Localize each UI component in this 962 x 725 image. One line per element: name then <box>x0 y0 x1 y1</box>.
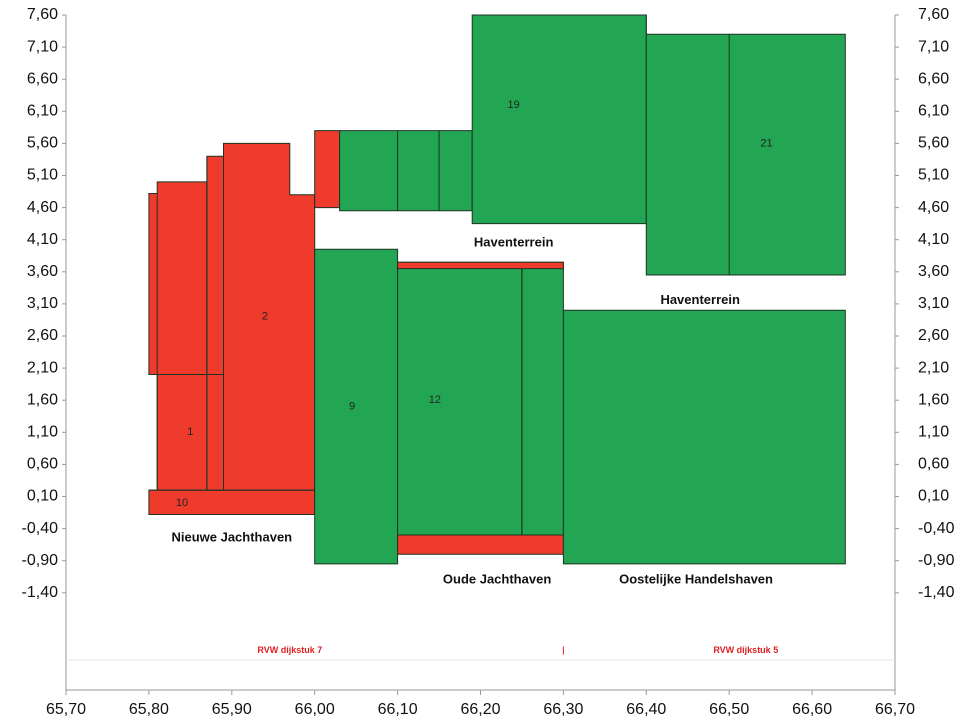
zone-12-right <box>521 261 564 536</box>
y-tick-label-right-12: 1,60 <box>918 391 949 408</box>
dijkstuk-label-1: RVW dijkstuk 5 <box>713 645 778 655</box>
y-tick-label-right-6: 4,60 <box>918 199 949 216</box>
y-tick-label-left-7: 4,10 <box>27 231 58 248</box>
x-tick-label-10: 66,70 <box>875 701 915 718</box>
zone-number-12: 12 <box>429 394 441 406</box>
zone-21 <box>645 33 846 276</box>
zone-number-9: 9 <box>349 401 355 413</box>
zone-number-19: 19 <box>508 99 520 111</box>
y-tick-label-left-5: 5,10 <box>27 167 58 184</box>
zone-12-bottom-red <box>397 534 564 555</box>
y-tick-label-right-10: 2,60 <box>918 327 949 344</box>
y-tick-label-left-3: 6,10 <box>27 103 58 120</box>
zone-top-red <box>314 130 341 209</box>
y-tick-label-right-3: 6,10 <box>918 103 949 120</box>
y-tick-label-right-8: 3,60 <box>918 263 949 280</box>
x-tick-label-4: 66,10 <box>378 701 418 718</box>
y-tick-label-left-6: 4,60 <box>27 199 58 216</box>
y-tick-label-left-8: 3,60 <box>27 263 58 280</box>
zone-2 <box>223 142 316 491</box>
zones-layer <box>148 14 846 565</box>
y-tick-label-left-13: 1,10 <box>27 424 58 441</box>
zone-number-10: 10 <box>176 497 188 509</box>
x-tick-label-5: 66,20 <box>460 701 500 718</box>
area-label-4: Oostelijke Handelshaven <box>619 571 773 586</box>
zone-upper-strip <box>339 130 473 212</box>
zone-9 <box>314 248 399 565</box>
y-tick-label-left-0: 7,60 <box>27 6 58 23</box>
area-label-2: Haventerrein <box>660 292 740 307</box>
y-tick-label-left-9: 3,10 <box>27 295 58 312</box>
y-tick-label-left-14: 0,60 <box>27 456 58 473</box>
y-tick-label-right-7: 4,10 <box>918 231 949 248</box>
y-tick-label-right-2: 6,60 <box>918 70 949 87</box>
y-tick-label-left-18: -1,40 <box>22 584 59 601</box>
zone-19 <box>471 14 647 225</box>
dividers-layer <box>148 15 730 536</box>
zone-number-1: 1 <box>187 426 193 438</box>
y-tick-label-left-4: 5,60 <box>27 135 58 152</box>
zone-number-21: 21 <box>760 137 772 149</box>
y-tick-label-right-4: 5,60 <box>918 135 949 152</box>
zone-1-right <box>206 155 224 491</box>
dijkstuk-label-0: RVW dijkstuk 7 <box>257 645 322 655</box>
x-tick-label-1: 65,80 <box>129 701 169 718</box>
x-tick-label-7: 66,40 <box>626 701 666 718</box>
y-tick-label-left-1: 7,10 <box>27 38 58 55</box>
y-tick-label-left-12: 1,60 <box>27 391 58 408</box>
y-tick-label-right-13: 1,10 <box>918 424 949 441</box>
area-label-0: Nieuwe Jachthaven <box>171 530 292 545</box>
y-tick-label-left-15: 0,10 <box>27 488 58 505</box>
y-tick-label-left-10: 2,60 <box>27 327 58 344</box>
y-tick-label-left-11: 2,10 <box>27 359 58 376</box>
y-tick-label-right-11: 2,10 <box>918 359 949 376</box>
x-tick-label-9: 66,60 <box>792 701 832 718</box>
y-tick-label-right-9: 3,10 <box>918 295 949 312</box>
y-tick-label-right-18: -1,40 <box>918 584 955 601</box>
y-tick-label-right-1: 7,10 <box>918 38 949 55</box>
y-tick-label-left-16: -0,40 <box>22 520 59 537</box>
zone-oostelijke <box>562 309 846 565</box>
x-tick-label-3: 66,00 <box>295 701 335 718</box>
area-label-1: Haventerrein <box>474 234 554 249</box>
ticks-layer: 7,60 7,60 7,10 7,10 6,60 6,60 6,10 6,10 5,60 5,60… <box>22 6 955 718</box>
y-tick-label-right-16: -0,40 <box>918 520 955 537</box>
y-tick-label-right-17: -0,90 <box>918 552 955 569</box>
zone-10 <box>148 489 316 515</box>
y-tick-label-right-5: 5,10 <box>918 167 949 184</box>
zone-12-top-red <box>397 261 564 270</box>
area-label-3: Oude Jachthaven <box>443 571 551 586</box>
y-tick-label-right-0: 7,60 <box>918 6 949 23</box>
x-tick-label-8: 66,50 <box>709 701 749 718</box>
x-tick-label-0: 65,70 <box>46 701 86 718</box>
zone-12 <box>397 261 523 536</box>
x-tick-label-2: 65,90 <box>212 701 252 718</box>
y-tick-label-left-2: 6,60 <box>27 70 58 87</box>
y-tick-label-right-15: 0,10 <box>918 488 949 505</box>
y-tick-label-right-14: 0,60 <box>918 456 949 473</box>
zone-number-2: 2 <box>262 311 268 323</box>
y-tick-label-left-17: -0,90 <box>22 552 59 569</box>
x-tick-label-6: 66,30 <box>543 701 583 718</box>
